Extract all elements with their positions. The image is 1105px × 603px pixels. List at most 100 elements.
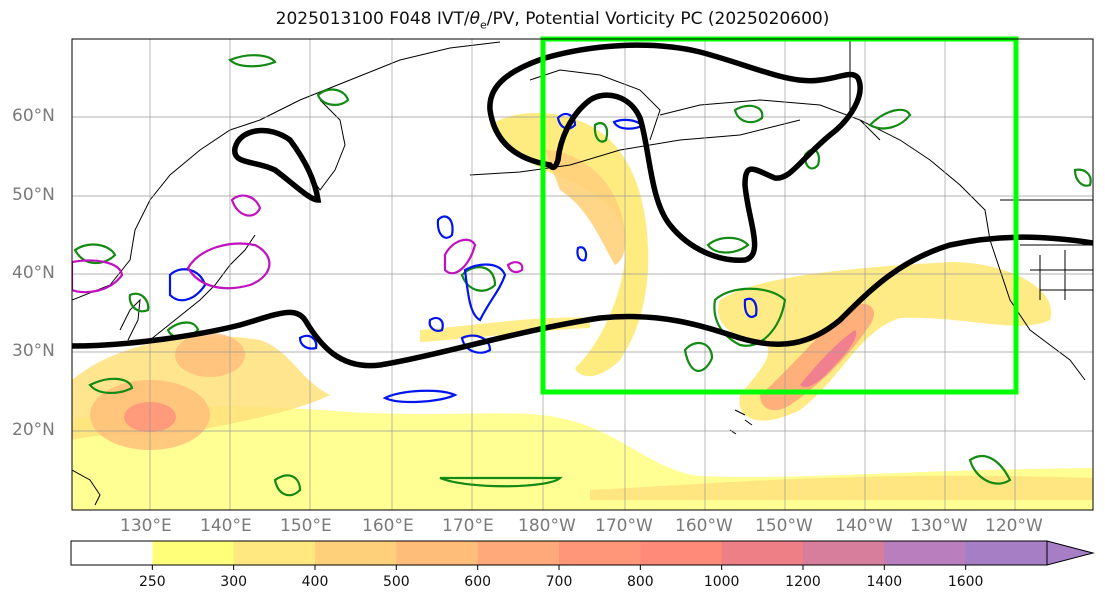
pv-pos-9: [683, 341, 714, 372]
colorbar-segment: [721, 541, 804, 565]
philippines: [72, 469, 101, 506]
lon-label: 180°W: [518, 516, 576, 536]
colorbar-tick-label: 400: [301, 574, 329, 590]
chart-title: 2025013100 F048 IVT/θe/PV, Potential Vor…: [0, 9, 1105, 31]
colorbar-tick-label: 800: [626, 574, 654, 590]
ivt-plume-core: [545, 150, 626, 265]
colorbar-segment: [477, 541, 560, 565]
ivt-shading: [72, 113, 1093, 510]
grid: [72, 39, 1093, 510]
coast-kamchatka: [309, 99, 346, 191]
coast-korea: [119, 298, 141, 341]
pv-pos-2: [228, 54, 277, 68]
lat-label: 40°N: [12, 263, 55, 283]
colorbar-tick-label: 1000: [703, 574, 740, 590]
colorbar-tick-label: 300: [220, 574, 248, 590]
lon-label: 120°W: [985, 516, 1043, 536]
lon-label: 170°E: [442, 516, 494, 536]
pv-neg-10: [168, 268, 207, 302]
coast-alaska-gulf: [659, 99, 881, 141]
pv-pos-15: [128, 292, 150, 313]
colorbar-segment: [559, 541, 641, 565]
colorbar-segment: [71, 541, 153, 565]
colorbar-tick-label: 600: [464, 574, 492, 590]
ivt-mid: [420, 317, 590, 342]
lat-label: 30°N: [12, 341, 55, 361]
coast-japan: [149, 234, 256, 341]
colorbar-tick-label: 700: [545, 574, 573, 590]
colorbar-tick-label: 1200: [785, 574, 821, 590]
pv-neg-8: [612, 118, 644, 130]
colorbar-tick-label: 1400: [866, 574, 903, 590]
thetae-ridge: [487, 42, 863, 263]
thetae-contour: [72, 42, 1093, 369]
thetae-main: [72, 234, 1093, 369]
pv-pos-7: [706, 236, 750, 254]
colorbar-tick-label: 500: [382, 574, 410, 590]
pv-pos-10: [733, 104, 764, 124]
title-suffix: /PV, Potential Vorticity PC (2025020600): [486, 9, 830, 29]
lon-label: 140°W: [835, 516, 893, 536]
pv-pos-12: [868, 108, 912, 130]
colorbar-segment: [233, 541, 316, 565]
pv-pos-16: [593, 122, 609, 143]
pv-neg-5: [298, 334, 318, 350]
lon-label: 150°W: [755, 516, 813, 536]
pv-neg-6: [382, 389, 458, 404]
pv-pos-18: [1073, 168, 1092, 187]
title-prefix: 2025013100 F048 IVT/: [275, 9, 470, 29]
map-frame: [71, 38, 1094, 511]
ivt-band-east-low: [590, 475, 1093, 500]
pv-mag-4: [443, 238, 477, 275]
lon-label: 130°W: [910, 516, 968, 536]
pv-mag-3: [230, 194, 262, 217]
coast-alaska-west: [529, 69, 661, 141]
coast-asia: [72, 41, 501, 301]
lon-label: 160°E: [362, 516, 414, 536]
thetae-kamchatka: [232, 127, 322, 203]
ivt-ar-core: [800, 330, 857, 388]
pv-neg-2: [463, 263, 507, 322]
pv-pos-5: [273, 474, 302, 497]
title-theta: θ: [469, 9, 481, 29]
colorbar: [70, 540, 1095, 570]
lat-label: 50°N: [12, 185, 55, 205]
lat-label: 20°N: [12, 420, 55, 440]
colorbar-segment: [396, 541, 479, 565]
colorbar-segment: [803, 541, 885, 565]
colorbar-tick-label: 250: [138, 574, 166, 590]
pv-neg-11: [576, 246, 588, 262]
colorbar-segment: [965, 541, 1048, 565]
pv-neg-1: [436, 215, 454, 239]
lon-label: 150°E: [280, 516, 332, 536]
colorbar-tick-label: 1600: [947, 574, 984, 590]
title-theta-sub: e: [480, 18, 487, 32]
colorbar-extend-arrow: [1046, 540, 1095, 566]
pv-pos-6: [439, 476, 563, 488]
colorbar-segment: [152, 541, 235, 565]
ivt-ar-east-2: [760, 303, 875, 411]
lat-label: 60°N: [12, 106, 55, 126]
pv-mag-2: [72, 259, 124, 294]
coast-aleutians: [469, 119, 801, 176]
pv-mag-1: [186, 242, 271, 290]
ivt-max-west-2: [175, 333, 245, 377]
pv-pos-17: [460, 266, 497, 292]
pv-neg-3: [428, 316, 444, 332]
pv-pos-13: [968, 454, 1012, 485]
pv-neg-9: [743, 297, 758, 318]
lon-label: 170°W: [595, 516, 653, 536]
lon-label: 130°E: [120, 516, 172, 536]
lon-label: 140°E: [200, 516, 252, 536]
coast-north-america: [859, 119, 1086, 381]
colorbar-segment: [884, 541, 967, 565]
pv-pos-1: [316, 88, 350, 106]
colorbar-segment: [640, 541, 723, 565]
pv-mag-5: [506, 261, 524, 274]
pv-pos-8: [713, 287, 787, 347]
ivt-plume-alaska: [490, 113, 649, 377]
state-borders: [1000, 199, 1093, 300]
colorbar-segment: [315, 541, 397, 565]
pv-neg-7: [556, 112, 577, 130]
